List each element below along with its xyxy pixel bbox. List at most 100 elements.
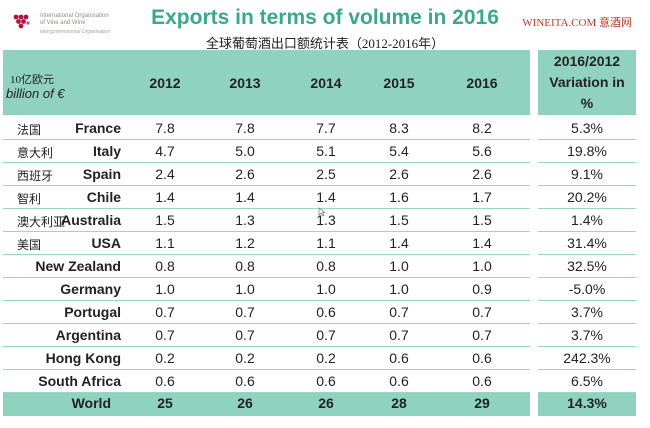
value-cell: 1.0 [389, 281, 409, 297]
country-name: USA [91, 235, 121, 251]
variation-header-line: 2016/2012 [553, 53, 621, 69]
value-cell: 0.9 [472, 281, 492, 297]
value-cell: 2.5 [316, 166, 336, 182]
value-cell: 5.6 [472, 143, 492, 159]
table-row: 意大利 Italy 4.7 5.0 5.1 5.4 5.6 19.8% [3, 140, 636, 163]
table-row: 美国 USA 1.1 1.2 1.1 1.4 1.4 31.4% [3, 232, 636, 255]
year-header: 2014 [310, 75, 342, 91]
value-cell: 0.6 [472, 350, 492, 366]
value-cell: 0.7 [235, 327, 255, 343]
country-name-cn: 智利 [17, 192, 42, 206]
variation-cell: -5.0% [568, 281, 606, 297]
variation-cell: 19.8% [567, 143, 607, 159]
value-cell: 2.6 [389, 166, 409, 182]
value-cell: 0.7 [472, 327, 492, 343]
page-title: Exports in terms of volume in 2016 [151, 6, 499, 29]
variation-cell: 20.2% [567, 189, 607, 205]
column-gap [530, 50, 538, 416]
grape-logo-icon [13, 14, 30, 29]
value-cell: 1.3 [235, 212, 255, 228]
country-name: World [71, 395, 111, 411]
variation-cell: 1.4% [571, 212, 603, 228]
value-cell: 0.6 [389, 350, 409, 366]
logo-text-line1: International Organisation [40, 13, 109, 19]
variation-cell: 9.1% [571, 166, 603, 182]
year-header: 2016 [466, 75, 498, 91]
value-cell: 1.4 [235, 189, 255, 205]
value-cell: 0.7 [316, 327, 336, 343]
world-row-background [3, 393, 530, 416]
country-name-cn: 意大利 [17, 146, 54, 160]
value-cell: 1.3 [316, 212, 336, 228]
value-cell: 8.2 [472, 120, 492, 136]
unit-label-cn: 10亿欧元 [10, 74, 54, 86]
row-divider [3, 323, 636, 324]
value-cell: 2.6 [472, 166, 492, 182]
value-cell: 7.8 [235, 120, 255, 136]
country-name: Hong Kong [45, 350, 121, 366]
value-cell: 0.7 [389, 304, 409, 320]
value-cell: 1.4 [155, 189, 175, 205]
variation-cell: 3.7% [571, 304, 603, 320]
world-variation-background [538, 393, 636, 416]
variation-header-text: 2016/2012 Variation in % [538, 51, 636, 114]
value-cell: 5.4 [389, 143, 409, 159]
value-cell: 1.2 [235, 235, 255, 251]
value-cell: 1.0 [235, 281, 255, 297]
unit-label-en: billion of € [6, 86, 65, 101]
variation-cell: 14.3% [567, 395, 607, 411]
country-name: Italy [92, 143, 121, 159]
table-row: New Zealand 0.8 0.8 0.8 1.0 1.0 32.5% [3, 255, 636, 278]
row-divider [3, 254, 636, 255]
variation-header-line: Variation in [549, 74, 625, 90]
value-cell: 25 [157, 395, 173, 411]
value-cell: 1.5 [155, 212, 175, 228]
value-cell: 29 [474, 395, 490, 411]
value-cell: 0.7 [235, 304, 255, 320]
value-cell: 1.4 [472, 235, 492, 251]
logo-text-line3: Intergovernmental Organisation [40, 29, 111, 35]
value-cell: 1.7 [472, 189, 492, 205]
table-row: Hong Kong 0.2 0.2 0.2 0.6 0.6 242.3% [3, 347, 636, 370]
value-cell: 4.7 [155, 143, 175, 159]
variation-cell: 3.7% [571, 327, 603, 343]
value-cell: 0.2 [235, 350, 255, 366]
variation-cell: 31.4% [567, 235, 607, 251]
row-divider [3, 185, 636, 186]
table-row: South Africa 0.6 0.6 0.6 0.6 0.6 6.5% [3, 370, 636, 393]
value-cell: 1.0 [316, 281, 336, 297]
value-cell: 1.0 [472, 258, 492, 274]
row-divider [3, 392, 636, 393]
value-cell: 0.6 [316, 373, 336, 389]
variation-cell: 242.3% [563, 350, 611, 366]
row-divider [3, 277, 636, 278]
logo-text-line2: of Vine and Wine [40, 20, 86, 26]
country-name: Germany [60, 281, 121, 297]
value-cell: 0.6 [472, 373, 492, 389]
value-cell: 0.8 [155, 258, 175, 274]
variation-header [538, 50, 636, 115]
value-cell: 0.6 [235, 373, 255, 389]
value-cell: 0.6 [155, 373, 175, 389]
value-cell: 1.0 [155, 281, 175, 297]
value-cell: 0.2 [155, 350, 175, 366]
value-cell: 2.4 [155, 166, 175, 182]
value-cell: 7.7 [316, 120, 336, 136]
country-name: Argentina [55, 327, 121, 343]
row-divider [3, 369, 636, 370]
row-divider [3, 300, 636, 301]
value-cell: 0.2 [316, 350, 336, 366]
value-cell: 1.6 [389, 189, 409, 205]
table-row: Portugal 0.7 0.7 0.6 0.7 0.7 3.7% [3, 301, 636, 324]
value-cell: 28 [391, 395, 407, 411]
value-cell: 1.5 [389, 212, 409, 228]
table-row: 西班牙 Spain 2.4 2.6 2.5 2.6 2.6 9.1% [3, 163, 636, 186]
value-cell: 0.7 [472, 304, 492, 320]
table-header [3, 50, 530, 115]
value-cell: 0.6 [389, 373, 409, 389]
country-name-cn: 澳大利亚 [17, 215, 66, 229]
variation-cell: 5.3% [571, 120, 603, 136]
value-cell: 7.8 [155, 120, 175, 136]
value-cell: 0.7 [155, 327, 175, 343]
row-divider [3, 231, 636, 232]
